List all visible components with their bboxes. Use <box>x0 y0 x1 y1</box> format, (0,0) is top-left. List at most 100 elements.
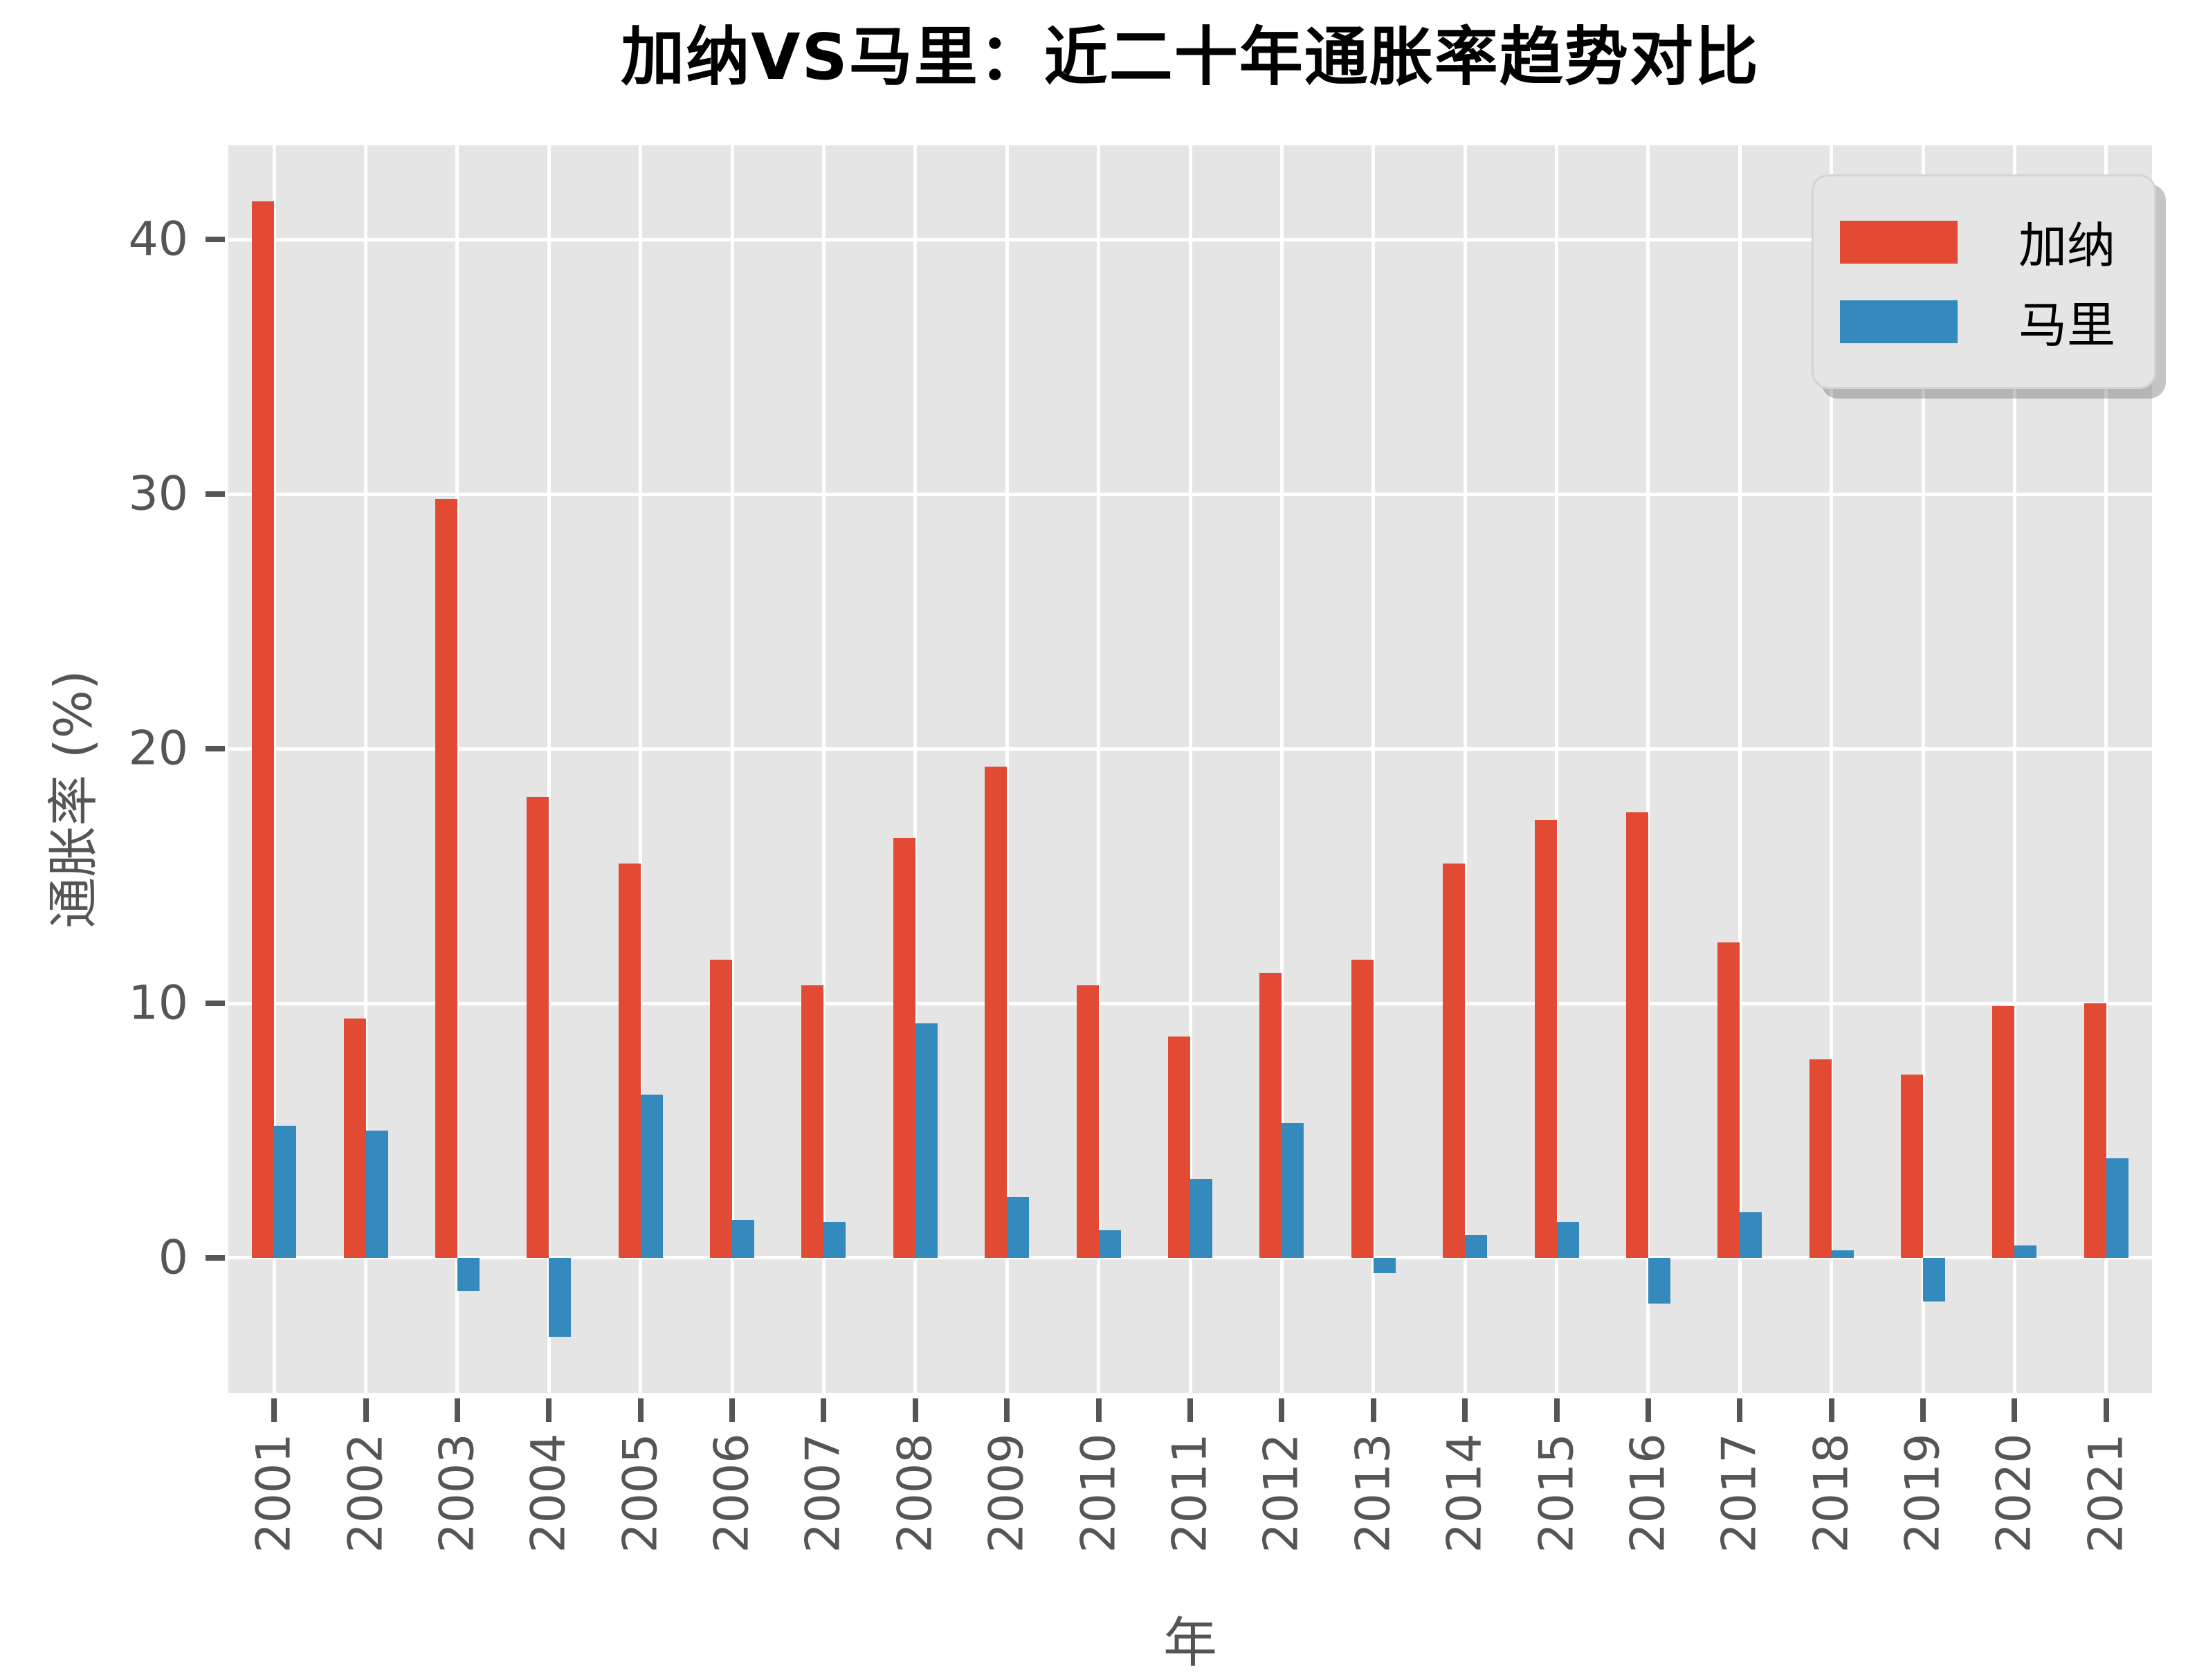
gridline-x-2009 <box>1005 145 1009 1393</box>
bar-mali-2003 <box>457 1257 480 1291</box>
bar-mali-2011 <box>1190 1178 1212 1258</box>
bar-mali-2004 <box>549 1257 572 1337</box>
bar-mali-2012 <box>1282 1122 1304 1258</box>
x-tick-mark-2005 <box>637 1398 644 1422</box>
x-tick-mark-2008 <box>912 1398 918 1422</box>
x-tick-label-2004: 2004 <box>521 1433 576 1553</box>
gridline-x-2014 <box>1463 145 1467 1393</box>
y-tick-mark-40 <box>206 237 225 243</box>
x-tick-mark-2021 <box>2103 1398 2109 1422</box>
bar-ghana-2005 <box>618 863 641 1258</box>
x-tick-label-2013: 2013 <box>1346 1433 1401 1553</box>
bar-mali-2010 <box>1098 1230 1121 1258</box>
x-tick-label-2012: 2012 <box>1254 1433 1309 1553</box>
bar-mali-2009 <box>1007 1196 1030 1258</box>
gridline-x-2013 <box>1371 145 1376 1393</box>
x-tick-label-2017: 2017 <box>1712 1433 1767 1553</box>
bar-ghana-2016 <box>1625 812 1648 1258</box>
legend-swatch-mali <box>1840 300 1958 343</box>
x-tick-mark-2014 <box>1462 1398 1468 1422</box>
legend-item-mali: 马里 <box>1840 286 2154 356</box>
gridline-x-2005 <box>639 145 643 1393</box>
gridline-x-2006 <box>730 145 734 1393</box>
bar-ghana-2012 <box>1259 972 1282 1258</box>
bar-ghana-2006 <box>710 960 733 1258</box>
x-tick-mark-2020 <box>2012 1398 2018 1422</box>
gridline-x-2019 <box>1921 145 1925 1393</box>
bar-mali-2008 <box>915 1023 938 1258</box>
bar-mali-2014 <box>1465 1234 1488 1258</box>
x-tick-label-2009: 2009 <box>979 1433 1034 1553</box>
bar-mali-2015 <box>1556 1222 1579 1258</box>
bar-ghana-2019 <box>1901 1075 1924 1258</box>
bar-mali-2019 <box>1923 1257 1946 1302</box>
x-tick-label-2014: 2014 <box>1437 1433 1493 1553</box>
gridline-x-2004 <box>547 145 551 1393</box>
bar-ghana-2017 <box>1717 942 1740 1258</box>
gridline-x-2008 <box>913 145 918 1393</box>
bar-ghana-2014 <box>1443 863 1466 1258</box>
x-tick-label-2008: 2008 <box>888 1433 943 1553</box>
x-tick-mark-2003 <box>454 1398 460 1422</box>
gridline-x-2018 <box>1830 145 1834 1393</box>
bar-mali-2007 <box>823 1222 846 1258</box>
gridline-x-2002 <box>364 145 368 1393</box>
bar-ghana-2001 <box>252 201 275 1258</box>
bar-ghana-2018 <box>1809 1059 1832 1258</box>
x-tick-label-2016: 2016 <box>1621 1433 1676 1553</box>
y-tick-mark-20 <box>206 746 225 752</box>
y-tick-label-40: 40 <box>128 212 188 267</box>
gridline-x-2007 <box>821 145 826 1393</box>
gridline-x-2001 <box>272 145 276 1393</box>
x-tick-label-2010: 2010 <box>1071 1433 1127 1553</box>
gridline-x-2020 <box>2012 145 2016 1393</box>
y-axis-label: 通胀率 (%) <box>44 670 104 929</box>
chart-title: 加纳VS马里：近二十年通胀率趋势对比 <box>621 20 1760 94</box>
y-tick-label-20: 20 <box>128 721 188 776</box>
legend-item-ghana: 加纳 <box>1840 207 2154 277</box>
bar-mali-2002 <box>365 1131 388 1258</box>
x-tick-label-2003: 2003 <box>430 1433 485 1553</box>
x-axis-label: 年 <box>1163 1612 1218 1674</box>
legend-label-mali: 马里 <box>2018 297 2115 354</box>
bar-ghana-2013 <box>1351 960 1374 1258</box>
gridline-x-2010 <box>1097 145 1101 1393</box>
x-tick-mark-2019 <box>1920 1398 1926 1422</box>
bar-mali-2017 <box>1740 1212 1762 1258</box>
x-tick-label-2021: 2021 <box>2079 1433 2134 1553</box>
bar-ghana-2011 <box>1168 1036 1190 1258</box>
bar-ghana-2003 <box>435 499 457 1258</box>
x-tick-mark-2006 <box>729 1398 736 1422</box>
x-tick-label-2011: 2011 <box>1163 1433 1218 1553</box>
x-tick-mark-2012 <box>1279 1398 1285 1422</box>
bar-ghana-2008 <box>893 837 915 1258</box>
legend: 加纳马里 <box>1812 174 2156 389</box>
gridline-x-2012 <box>1279 145 1284 1393</box>
legend-swatch-ghana <box>1840 220 1958 264</box>
bar-mali-2005 <box>640 1095 663 1258</box>
bar-ghana-2021 <box>2084 1003 2106 1258</box>
y-tick-mark-30 <box>206 491 225 497</box>
x-tick-mark-2017 <box>1737 1398 1743 1422</box>
bar-ghana-2007 <box>801 985 824 1258</box>
x-tick-mark-2015 <box>1553 1398 1560 1422</box>
gridline-x-2016 <box>1646 145 1650 1393</box>
x-tick-mark-2009 <box>1004 1398 1010 1422</box>
x-tick-label-2007: 2007 <box>796 1433 851 1553</box>
y-tick-mark-0 <box>206 1254 225 1261</box>
gridline-x-2017 <box>1738 145 1742 1393</box>
x-tick-label-2015: 2015 <box>1529 1433 1585 1553</box>
bar-ghana-2015 <box>1534 820 1557 1258</box>
x-tick-label-2019: 2019 <box>1895 1433 1951 1553</box>
x-tick-mark-2007 <box>821 1398 827 1422</box>
bar-ghana-2020 <box>1992 1005 2015 1258</box>
y-tick-label-10: 10 <box>128 976 188 1031</box>
x-tick-mark-2018 <box>1828 1398 1834 1422</box>
gridline-x-2015 <box>1555 145 1559 1393</box>
x-tick-mark-2004 <box>546 1398 552 1422</box>
y-tick-mark-10 <box>206 1001 225 1007</box>
y-tick-label-30: 30 <box>128 466 188 522</box>
x-tick-mark-2002 <box>363 1398 369 1422</box>
bar-mali-2001 <box>274 1125 297 1258</box>
bar-ghana-2010 <box>1076 985 1099 1258</box>
